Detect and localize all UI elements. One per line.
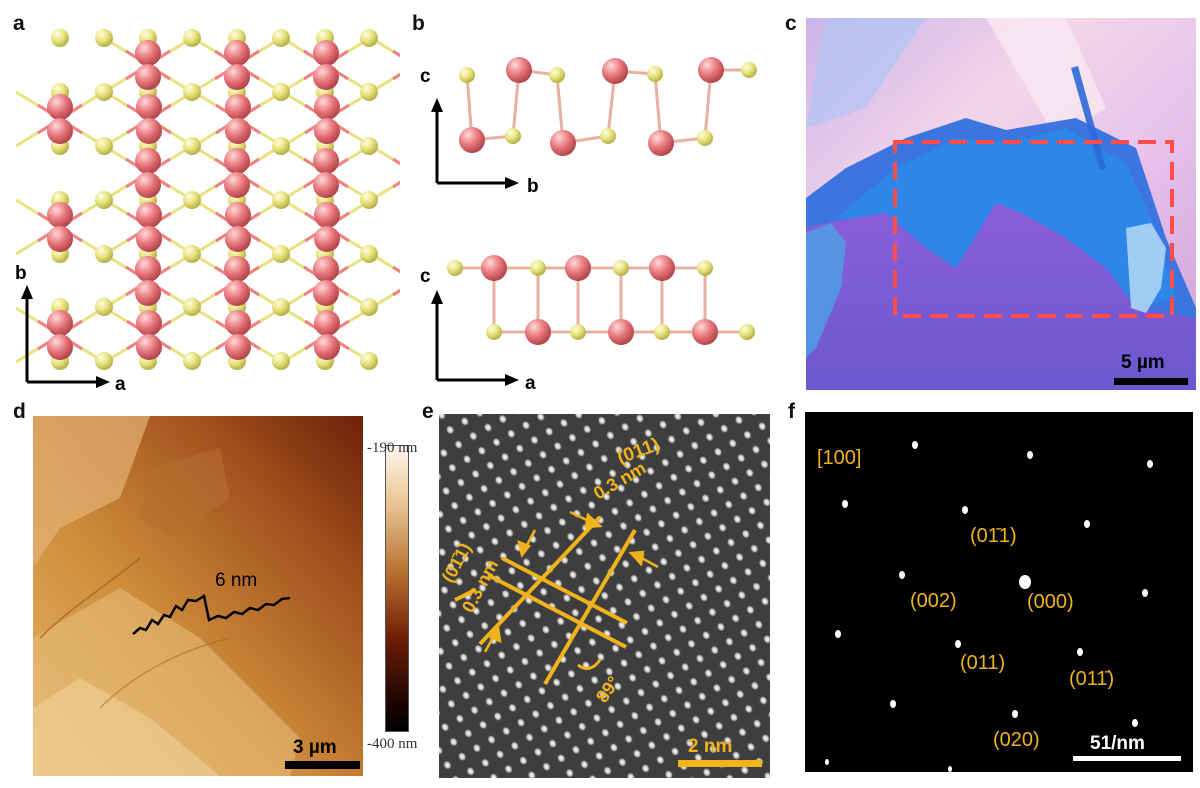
- panel-c-letter: c: [785, 12, 797, 35]
- panel-f-spot-label-3: (000): [1027, 591, 1074, 613]
- panel-a-axis-b-label: b: [15, 263, 27, 284]
- panel-f-spot-label-6: (020): [993, 729, 1040, 751]
- panel-e-hrtem-image: (011) 0.3 nm (01̄1) 0.3 nm 89° 2 nm: [438, 414, 770, 778]
- panel-b-letter: b: [412, 12, 425, 35]
- panel-d-height-profile: [132, 593, 291, 635]
- panel-b-side-views: c b c a: [420, 57, 757, 394]
- panel-c-optical-image: 5 µm: [806, 18, 1196, 390]
- panel-f-zone-axis: [100]: [817, 447, 861, 469]
- panel-a-axis-a-label: a: [115, 374, 126, 395]
- panel-f-scale-bar: [1073, 756, 1181, 761]
- panel-c-scale-bar: [1114, 378, 1188, 385]
- panel-b-bottom-axis-c: c: [420, 266, 431, 287]
- panel-e-scale-label: 2 nm: [688, 736, 732, 757]
- panel-f-scale-label: 51/nm: [1090, 733, 1145, 754]
- panel-b-bottom-axis-a: a: [525, 373, 536, 394]
- panel-d-colorbar-min: -400 nm: [367, 736, 418, 752]
- panel-a-letter: a: [13, 12, 25, 35]
- panel-d-afm-image: 6 nm 3 µm: [33, 416, 363, 776]
- panel-f-letter: f: [788, 400, 795, 423]
- panel-b-top-axis-c: c: [420, 66, 431, 87]
- panel-d-colorbar: [385, 445, 409, 732]
- panel-c-scale-label: 5 µm: [1121, 352, 1165, 373]
- panel-f-spot-label-4: (011): [960, 652, 1005, 674]
- panel-e-scale-bar: [678, 760, 762, 767]
- panel-f-saed-pattern: [100] (01̄1) (002) (000) (011) (011̄) (0…: [805, 412, 1193, 772]
- panel-d-scale-label: 3 µm: [293, 737, 337, 758]
- panel-f-spot-label-1: (01̄1): [970, 525, 1017, 547]
- panel-d-colorbar-max: -190 nm: [367, 440, 418, 456]
- panel-f-spot-label-2: (002): [910, 590, 957, 612]
- panel-f-spot-label-5: (011̄): [1069, 668, 1114, 690]
- panel-d-letter: d: [13, 400, 26, 423]
- panel-d-scale-bar: [285, 761, 360, 769]
- panel-a-crystal-structure: b a: [15, 29, 400, 395]
- panel-e-letter: e: [422, 400, 434, 423]
- panel-c-region-marker: [893, 140, 1174, 318]
- panel-d-profile-label: 6 nm: [215, 570, 257, 591]
- panel-b-top-axis-b: b: [527, 176, 539, 197]
